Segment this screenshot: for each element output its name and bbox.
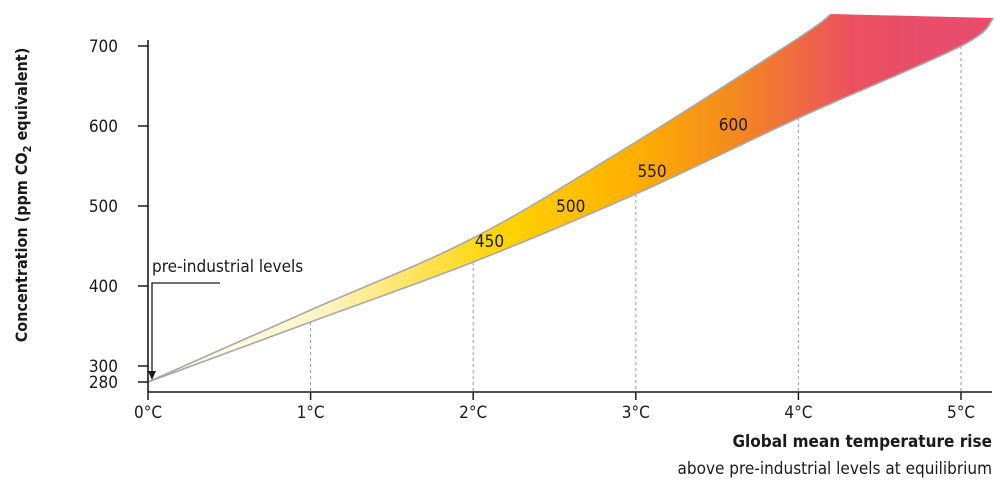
y-tick-label-400: 400 [89, 277, 118, 297]
x-tick-label-4: 4°C [784, 403, 812, 423]
band-label-500: 500 [556, 197, 585, 217]
pre-industrial-label: pre-industrial levels [152, 257, 303, 277]
y-tick-label-600: 600 [89, 117, 118, 137]
pre-industrial-arrowhead [148, 371, 156, 380]
band-label-600: 600 [719, 115, 748, 135]
y-axis-title-main: Concentration (ppm CO [12, 152, 31, 342]
x-tick-label-5: 5°C [947, 403, 975, 423]
y-axis-title-sub: 2 [21, 145, 34, 152]
y-tick-label-500: 500 [89, 197, 118, 217]
y-axis-title: Concentration (ppm CO2 equivalent) [12, 48, 34, 343]
pre-industrial-leader [151, 282, 220, 371]
lower-bound-line [147, 17, 995, 383]
band-labels: 450 500 550 600 [475, 115, 748, 252]
y-tick-label-700: 700 [89, 37, 118, 57]
y-tick-label-300: 300 [89, 357, 118, 377]
x-tick-label-3: 3°C [622, 403, 650, 423]
x-ticks: 0°C 1°C 2°C 3°C 4°C 5°C [134, 392, 975, 423]
y-axis-title-tail: equivalent) [12, 48, 31, 146]
x-axis-subtitle: above pre-industrial levels at equilibri… [678, 459, 992, 479]
band-label-550: 550 [637, 162, 666, 182]
y-tick-label-280: 280 [89, 373, 118, 393]
x-tick-label-2: 2°C [459, 403, 487, 423]
vertical-gridlines [310, 46, 962, 392]
x-tick-label-1: 1°C [297, 403, 325, 423]
pre-industrial-annotation: pre-industrial levels [148, 257, 303, 380]
band-label-450: 450 [475, 232, 504, 252]
x-axis-title: Global mean temperature rise [733, 432, 993, 452]
x-tick-label-0: 0°C [134, 403, 162, 423]
upper-bound-line [147, 13, 832, 383]
